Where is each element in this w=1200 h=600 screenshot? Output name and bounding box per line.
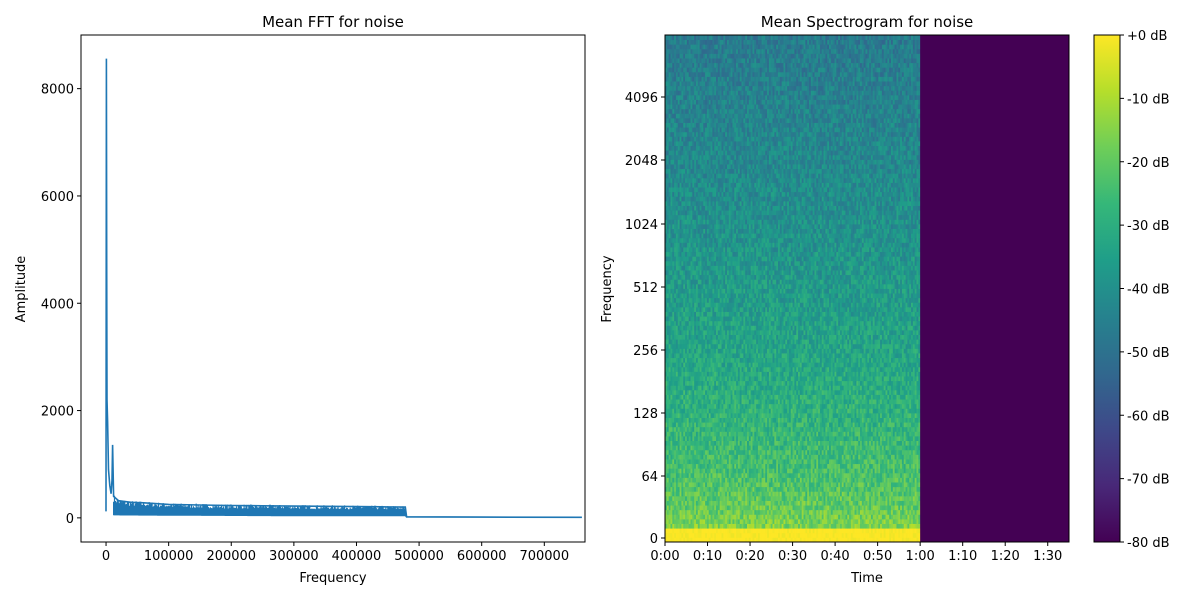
fft-y-tick-label: 2000: [41, 405, 74, 420]
fft-title: Mean FFT for noise: [262, 13, 404, 31]
fft-y-ticks: 0 2000 4000 6000 8000: [41, 83, 81, 527]
fft-x-tick-label: 700000: [519, 549, 569, 564]
fft-plot-area: [106, 59, 582, 518]
fft-x-tick-label: 300000: [269, 549, 319, 564]
spectrogram-chart: Mean Spectrogram for noise 0:00 0:10 0:20 0…: [600, 13, 1170, 586]
fft-axes-frame: [81, 35, 585, 542]
fft-x-tick-label: 400000: [332, 549, 382, 564]
fft-x-ticks: 0 100000 200000 300000 400000 500000 600000 700…: [102, 542, 569, 564]
fft-x-tick-label: 200000: [206, 549, 256, 564]
fft-x-tick-label: 600000: [457, 549, 507, 564]
fft-y-tick-label: 4000: [41, 297, 74, 312]
fft-y-tick-label: 6000: [41, 190, 74, 205]
fft-y-tick-label: 8000: [41, 83, 74, 98]
fft-y-axis-label: Amplitude: [14, 256, 29, 323]
fft-series-line: [106, 59, 582, 518]
spectrogram-image: [665, 35, 1069, 542]
fft-x-axis-label: Frequency: [299, 571, 366, 586]
fft-x-tick-label: 0: [102, 549, 110, 564]
spectrogram-title: Mean Spectrogram for noise: [761, 13, 974, 31]
fft-x-tick-label: 100000: [144, 549, 194, 564]
fft-chart: Mean FFT for noise 0 100000 200000 300000 40…: [14, 13, 585, 586]
fft-y-tick-label: 0: [66, 512, 74, 527]
fft-x-tick-label: 500000: [394, 549, 444, 564]
